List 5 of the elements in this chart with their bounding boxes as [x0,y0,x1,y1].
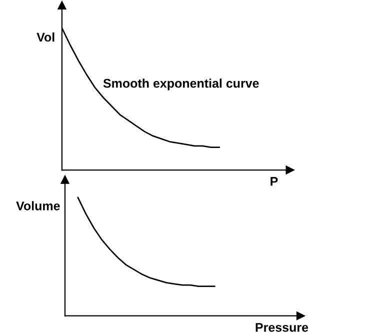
x-axis-title: Pressure [256,323,308,332]
annotation: Smooth exponential curve [103,78,259,90]
x-axis-title: P [270,177,278,186]
y-axis-title: Vol [36,32,54,42]
y-axis-title: Volume [16,201,60,210]
